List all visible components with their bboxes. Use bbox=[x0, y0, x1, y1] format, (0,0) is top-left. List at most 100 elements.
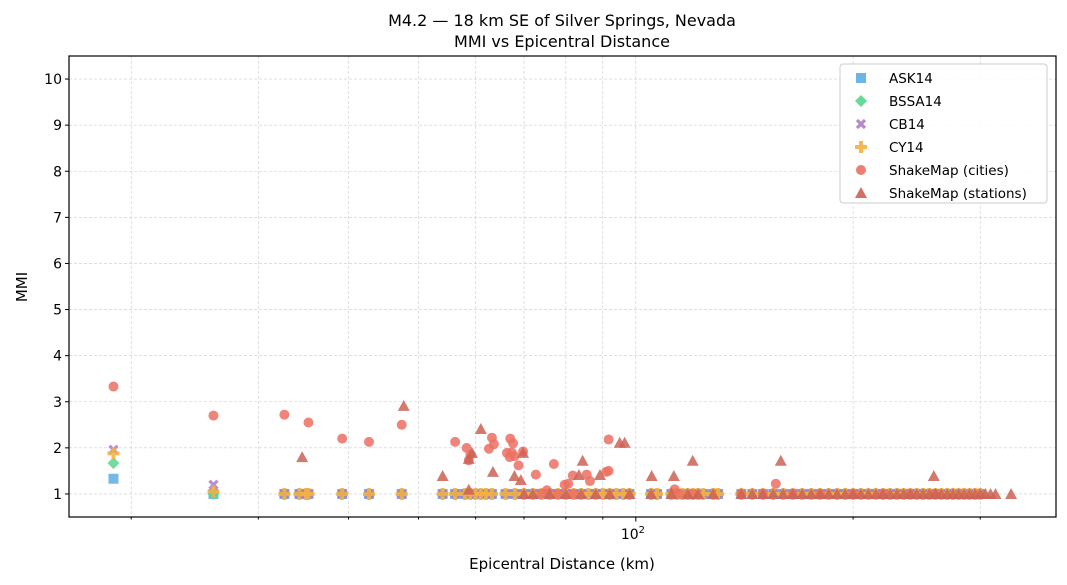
legend-marker-x bbox=[855, 118, 867, 130]
data-point bbox=[568, 488, 579, 499]
data-point bbox=[543, 487, 556, 499]
y-tick-label: 2 bbox=[53, 441, 62, 457]
y-tick-label: 1 bbox=[53, 487, 62, 503]
data-point bbox=[847, 487, 860, 499]
data-point bbox=[526, 487, 539, 499]
chart-subtitle: MMI vs Epicentral Distance bbox=[454, 32, 670, 51]
data-point bbox=[303, 417, 314, 428]
data-point bbox=[582, 487, 595, 500]
data-point bbox=[770, 478, 781, 489]
legend-marker-circle bbox=[856, 165, 866, 175]
data-point bbox=[623, 487, 636, 499]
data-point bbox=[786, 487, 799, 499]
data-point bbox=[363, 487, 376, 500]
y-tick-label: 6 bbox=[53, 256, 62, 272]
legend-label: CB14 bbox=[889, 117, 925, 133]
data-point bbox=[589, 487, 602, 499]
data-point bbox=[756, 487, 769, 499]
data-point bbox=[575, 487, 588, 499]
data-point bbox=[603, 434, 614, 445]
y-tick-label: 3 bbox=[53, 395, 62, 411]
data-point bbox=[293, 487, 306, 500]
data-point bbox=[603, 487, 616, 499]
legend-marker-square bbox=[856, 73, 866, 83]
data-point bbox=[989, 487, 1002, 499]
data-point bbox=[208, 410, 219, 421]
data-point bbox=[603, 465, 614, 476]
data-point bbox=[596, 487, 609, 500]
data-point bbox=[479, 487, 492, 500]
data-point bbox=[107, 447, 120, 460]
data-point bbox=[208, 479, 219, 490]
y-tick-label: 9 bbox=[53, 118, 62, 134]
data-point bbox=[449, 487, 462, 500]
data-point bbox=[559, 487, 572, 499]
data-point bbox=[278, 487, 291, 500]
y-axis-label: MMI bbox=[13, 272, 31, 302]
data-point bbox=[436, 469, 449, 481]
data-point bbox=[563, 478, 574, 489]
data-point bbox=[665, 487, 678, 499]
data-point bbox=[796, 487, 809, 499]
data-point bbox=[514, 474, 527, 486]
data-point bbox=[735, 487, 748, 499]
data-point bbox=[508, 438, 519, 449]
data-point bbox=[364, 436, 375, 447]
y-tick-label: 7 bbox=[53, 210, 62, 226]
data-point bbox=[462, 483, 475, 495]
y-tick-label: 8 bbox=[53, 164, 62, 180]
data-point bbox=[839, 487, 852, 499]
data-point bbox=[667, 469, 680, 481]
y-tick-label: 5 bbox=[53, 303, 62, 319]
data-point bbox=[337, 433, 348, 444]
data-point bbox=[686, 454, 699, 466]
data-point bbox=[486, 465, 499, 477]
data-point bbox=[651, 487, 664, 500]
data-points bbox=[107, 381, 1018, 500]
series-shakemap-stations bbox=[296, 399, 1018, 499]
data-point bbox=[397, 399, 410, 411]
data-point bbox=[207, 485, 220, 498]
data-point bbox=[107, 457, 120, 470]
data-point bbox=[618, 436, 631, 448]
data-point bbox=[593, 469, 606, 481]
data-point bbox=[336, 487, 349, 500]
data-point bbox=[548, 458, 559, 469]
data-point bbox=[814, 487, 827, 499]
data-point bbox=[584, 476, 595, 487]
data-point bbox=[831, 487, 844, 499]
data-point bbox=[576, 454, 589, 466]
data-point bbox=[712, 487, 725, 500]
data-point bbox=[508, 469, 521, 481]
data-point bbox=[302, 487, 315, 500]
x-tick-label: 10 bbox=[621, 527, 639, 543]
data-point bbox=[746, 487, 759, 499]
legend-label: BSSA14 bbox=[889, 94, 942, 110]
data-point bbox=[108, 381, 119, 392]
data-point bbox=[854, 487, 867, 499]
data-point bbox=[488, 439, 499, 450]
data-point bbox=[774, 454, 787, 466]
data-point bbox=[572, 469, 585, 481]
data-point bbox=[517, 487, 530, 499]
data-point bbox=[697, 487, 710, 500]
data-point bbox=[108, 473, 119, 484]
data-point bbox=[450, 436, 461, 447]
data-point bbox=[530, 469, 541, 480]
data-point bbox=[462, 452, 475, 464]
data-point bbox=[674, 488, 685, 499]
data-point bbox=[508, 487, 521, 500]
x-tick-exponent: 2 bbox=[639, 525, 645, 536]
legend-marker-triangle bbox=[855, 187, 867, 198]
data-point bbox=[517, 446, 530, 458]
data-point bbox=[395, 487, 408, 500]
data-point bbox=[552, 488, 563, 499]
data-point bbox=[436, 487, 449, 500]
data-point bbox=[610, 487, 623, 500]
data-point bbox=[767, 487, 780, 499]
data-point bbox=[927, 469, 940, 481]
data-point bbox=[504, 452, 515, 463]
data-point bbox=[681, 487, 694, 499]
